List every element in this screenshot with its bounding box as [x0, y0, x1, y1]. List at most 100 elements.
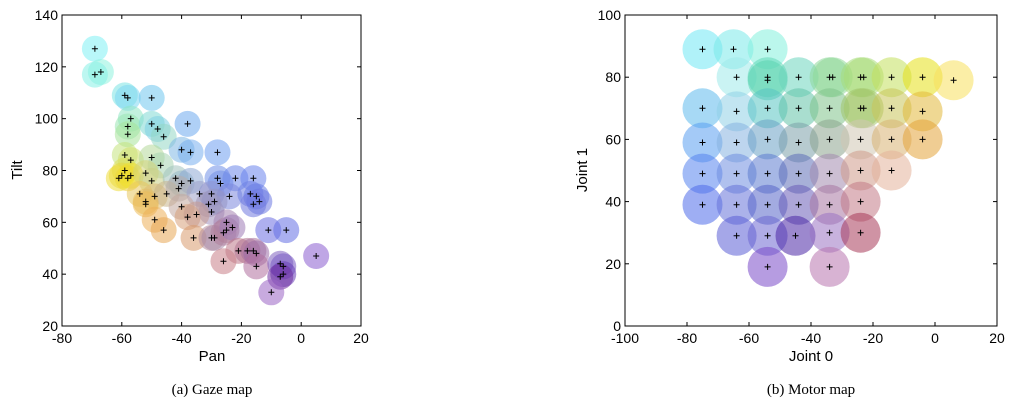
motor-map-point-marker: [888, 136, 895, 143]
motor-map-x-tick-label: -100: [611, 330, 639, 346]
gaze-map-point-marker: [148, 177, 155, 184]
gaze-map-x-tick-label: -60: [112, 330, 132, 346]
gaze-map-point-marker: [208, 190, 215, 197]
gaze-map-point-marker: [211, 198, 218, 205]
gaze-map-point-marker: [142, 201, 149, 208]
motor-map-y-tick-label: 0: [613, 318, 621, 334]
gaze-map-caption: (a) Gaze map: [172, 382, 253, 398]
motor-map-point-marker: [699, 46, 706, 53]
gaze-map-point-marker: [313, 253, 320, 260]
gaze-map-point-marker: [142, 170, 149, 177]
gaze-map-point-marker: [217, 180, 224, 187]
gaze-map-point-marker: [205, 201, 212, 208]
gaze-map-point-marker: [157, 162, 164, 169]
motor-map-point-marker: [888, 105, 895, 112]
motor-map-point-marker: [764, 263, 771, 270]
motor-map-point-marker: [764, 201, 771, 208]
gaze-map-point-marker: [211, 234, 218, 241]
motor-map-point-marker: [857, 198, 864, 205]
gaze-map-point-marker: [253, 250, 260, 257]
gaze-map-point-marker: [226, 193, 233, 200]
motor-map-point-marker: [795, 201, 802, 208]
motor-map-point-marker: [795, 74, 802, 81]
motor-map-point-marker: [733, 108, 740, 115]
motor-map-point-marker: [733, 170, 740, 177]
gaze-map-point-marker: [97, 69, 104, 76]
gaze-map-point-marker: [151, 216, 158, 223]
gaze-map-point-marker: [250, 175, 257, 182]
gaze-map-x-axis: -80 -60 -40 -20 0 20: [52, 15, 369, 346]
motor-map-point-marker: [795, 139, 802, 146]
motor-map-point-marker: [699, 201, 706, 208]
motor-map-y-tick-label: 20: [605, 256, 621, 272]
motor-map-markers: [699, 46, 957, 270]
gaze-map-point-marker: [247, 190, 254, 197]
gaze-map-x-tick-label: -80: [52, 330, 72, 346]
gaze-map-point-marker: [283, 227, 290, 234]
gaze-map-point-marker: [115, 175, 122, 182]
motor-map-point-marker: [857, 167, 864, 174]
gaze-map-x-tick-label: 20: [353, 330, 369, 346]
gaze-map-x-tick-label: 0: [297, 330, 305, 346]
motor-map-point-marker: [795, 170, 802, 177]
motor-map-caption: (b) Motor map: [767, 382, 855, 398]
gaze-map-y-label: Tilt: [9, 159, 26, 179]
motor-map-point-marker: [764, 77, 771, 84]
gaze-map-point-marker: [277, 260, 284, 267]
motor-map-point-marker: [919, 74, 926, 81]
gaze-map-x-label: Pan: [199, 348, 226, 365]
gaze-map-point-marker: [121, 92, 128, 99]
gaze-map-point-marker: [190, 234, 197, 241]
gaze-map-point-marker: [193, 211, 200, 218]
gaze-map-point-marker: [214, 175, 221, 182]
gaze-map-point-marker: [136, 190, 143, 197]
motor-map-point-marker: [857, 136, 864, 143]
motor-map-point-marker: [764, 232, 771, 239]
motor-map-point-marker: [860, 74, 867, 81]
gaze-map-y-tick-label: 40: [42, 266, 58, 282]
motor-map-point-marker: [795, 105, 802, 112]
motor-map-point-marker: [919, 108, 926, 115]
gaze-map-point-marker: [184, 120, 191, 127]
motor-map-point-marker: [888, 74, 895, 81]
motor-map-panel: -100 -80 -60 -40 -20 0 20 0 20 40 60 80 100 Joint 0…: [574, 7, 1005, 398]
gaze-map-x-tick-label: -20: [231, 330, 251, 346]
motor-map-point-marker: [699, 139, 706, 146]
gaze-map-point-marker: [124, 94, 131, 101]
motor-map-point-marker: [733, 232, 740, 239]
motor-map-point-marker: [919, 136, 926, 143]
gaze-map-point-marker: [178, 203, 185, 210]
gaze-map-panel: -80 -60 -40 -20 0 20 20 40 60 80 100 120 140 Pan Ti…: [9, 7, 369, 398]
gaze-map-point-marker: [178, 146, 185, 153]
gaze-map-point-marker: [220, 258, 227, 265]
gaze-map-point-marker: [127, 172, 134, 179]
motor-map-point-marker: [826, 170, 833, 177]
motor-map-point-marker: [733, 74, 740, 81]
gaze-map-point-marker: [148, 120, 155, 127]
motor-map-point-marker: [826, 105, 833, 112]
motor-map-point-marker: [699, 105, 706, 112]
gaze-map-point-marker: [280, 271, 287, 278]
motor-map-x-tick-label: 20: [989, 330, 1005, 346]
gaze-map-point-marker: [124, 123, 131, 130]
gaze-map-point-marker: [154, 126, 161, 133]
gaze-map-point-marker: [121, 167, 128, 174]
gaze-map-point-marker: [232, 175, 239, 182]
motor-map-point-marker: [764, 105, 771, 112]
gaze-map-point-marker: [280, 263, 287, 270]
gaze-map-point-marker: [124, 131, 131, 138]
gaze-map-point-marker: [184, 214, 191, 221]
gaze-map-point-marker: [163, 190, 170, 197]
gaze-map-markers: [91, 45, 320, 296]
gaze-map-point-marker: [160, 227, 167, 234]
motor-map-x-tick-label: 0: [931, 330, 939, 346]
gaze-map-point-marker: [124, 175, 131, 182]
gaze-map-point-marker: [121, 151, 128, 158]
gaze-map-circles: [81, 35, 330, 306]
motor-map-point-marker: [764, 46, 771, 53]
gaze-map-point-marker: [277, 273, 284, 280]
gaze-map-point-marker: [253, 263, 260, 270]
gaze-map-y-tick-label: 20: [42, 318, 58, 334]
gaze-map-point-marker: [265, 227, 272, 234]
